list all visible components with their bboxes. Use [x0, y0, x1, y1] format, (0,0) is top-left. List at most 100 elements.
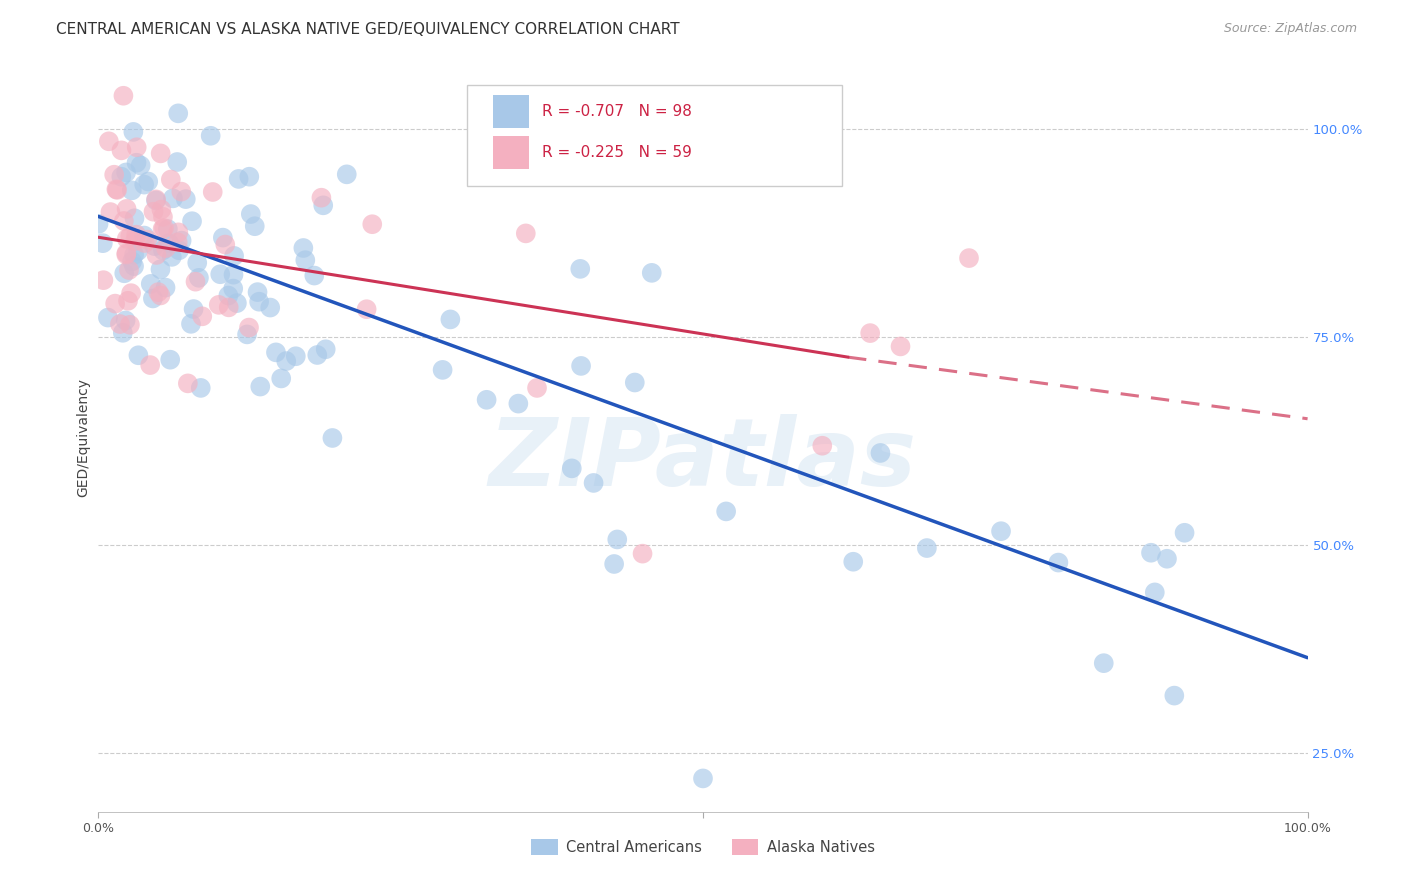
- Point: [115, 246, 138, 260]
- Point: [321, 431, 343, 445]
- Point: [217, 288, 239, 302]
- Point: [120, 229, 142, 244]
- Point: [117, 293, 139, 308]
- Point: [142, 292, 165, 306]
- Point: [641, 266, 664, 280]
- Point: [120, 286, 142, 301]
- Point: [191, 310, 214, 324]
- Point: [122, 259, 145, 273]
- Point: [990, 524, 1012, 539]
- Point: [136, 174, 159, 188]
- Point: [177, 376, 200, 391]
- Point: [1156, 551, 1178, 566]
- Point: [915, 541, 938, 555]
- Point: [110, 169, 132, 184]
- Point: [167, 106, 190, 120]
- Point: [152, 222, 174, 236]
- Point: [238, 169, 260, 184]
- Point: [134, 178, 156, 192]
- Point: [93, 273, 115, 287]
- Point: [122, 125, 145, 139]
- Point: [561, 461, 583, 475]
- Point: [112, 266, 135, 280]
- Point: [97, 310, 120, 325]
- Point: [190, 381, 212, 395]
- Point: [122, 248, 145, 262]
- Point: [115, 202, 138, 216]
- Point: [105, 183, 128, 197]
- Point: [603, 557, 626, 571]
- Point: [180, 317, 202, 331]
- Point: [294, 253, 316, 268]
- Point: [134, 228, 156, 243]
- Point: [208, 298, 231, 312]
- Point: [957, 251, 980, 265]
- Point: [103, 168, 125, 182]
- Text: Source: ZipAtlas.com: Source: ZipAtlas.com: [1223, 22, 1357, 36]
- Point: [143, 239, 166, 253]
- Point: [218, 301, 240, 315]
- Point: [842, 555, 865, 569]
- Point: [889, 339, 911, 353]
- Point: [811, 439, 834, 453]
- Point: [569, 261, 592, 276]
- Point: [259, 301, 281, 315]
- Point: [276, 354, 298, 368]
- Point: [526, 381, 548, 395]
- Point: [129, 159, 152, 173]
- Point: [152, 244, 174, 258]
- Point: [212, 230, 235, 244]
- Point: [181, 214, 204, 228]
- Point: [239, 207, 262, 221]
- Point: [170, 185, 193, 199]
- Point: [149, 262, 172, 277]
- Point: [160, 250, 183, 264]
- Point: [311, 191, 333, 205]
- Point: [236, 327, 259, 342]
- Point: [187, 270, 209, 285]
- Point: [150, 202, 173, 217]
- Point: [166, 155, 188, 169]
- Point: [243, 219, 266, 234]
- Point: [134, 235, 156, 250]
- Point: [166, 235, 188, 250]
- Point: [184, 275, 207, 289]
- Point: [105, 182, 128, 196]
- Point: [112, 214, 135, 228]
- Point: [111, 326, 134, 340]
- Point: [569, 359, 592, 373]
- Point: [606, 533, 628, 547]
- Point: [91, 236, 114, 251]
- Point: [361, 217, 384, 231]
- Point: [714, 504, 737, 518]
- Point: [100, 205, 122, 219]
- Point: [110, 144, 132, 158]
- Point: [139, 358, 162, 372]
- Point: [222, 268, 245, 282]
- Point: [114, 313, 136, 327]
- Point: [121, 254, 143, 268]
- Point: [225, 296, 247, 310]
- Point: [336, 167, 359, 181]
- Point: [145, 194, 167, 208]
- Point: [142, 204, 165, 219]
- Point: [155, 280, 177, 294]
- Point: [356, 302, 378, 317]
- Point: [149, 146, 172, 161]
- Point: [1143, 585, 1166, 599]
- Point: [508, 396, 530, 410]
- Text: R = -0.707   N = 98: R = -0.707 N = 98: [543, 103, 692, 119]
- Point: [201, 185, 224, 199]
- Point: [108, 317, 131, 331]
- Point: [224, 249, 246, 263]
- Point: [186, 256, 208, 270]
- Point: [174, 192, 197, 206]
- Point: [692, 772, 714, 786]
- FancyBboxPatch shape: [492, 136, 529, 169]
- Point: [315, 343, 337, 357]
- Text: ZIPatlas: ZIPatlas: [489, 414, 917, 506]
- Point: [292, 241, 315, 255]
- Point: [209, 267, 232, 281]
- Point: [159, 352, 181, 367]
- Point: [167, 244, 190, 258]
